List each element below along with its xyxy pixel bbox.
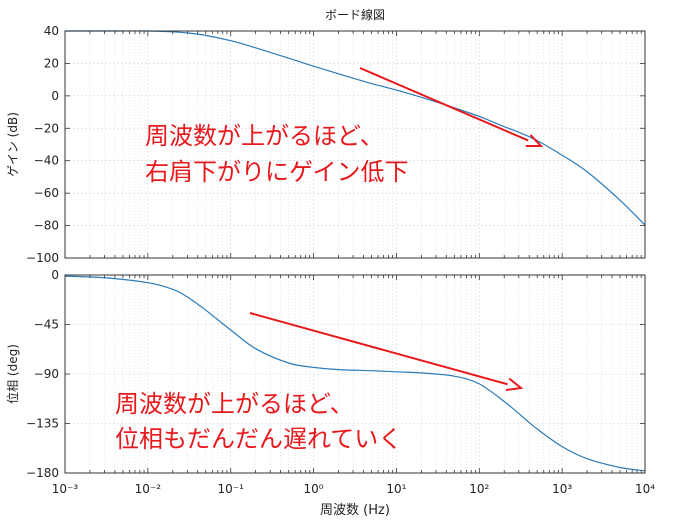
phase-y-axis-label: 位相 (deg) (5, 344, 20, 404)
gain-ticks: 40 20 0 −20 −40 −60 −80 −100 (26, 24, 646, 265)
phase-y-tick-label: −180 (26, 466, 59, 480)
arrow-head (505, 377, 524, 392)
gain-y-tick-label: −60 (34, 186, 59, 200)
phase-grid (65, 275, 645, 473)
gain-grid (65, 31, 645, 258)
phase-annotation-text: 周波数が上がるほど、 位相もだんだん遅れていく (115, 390, 402, 453)
phase-series-line (64, 275, 646, 472)
gain-y-tick-label: −20 (34, 121, 59, 135)
phase-annotation-line-2: 位相もだんだん遅れていく (115, 425, 402, 453)
phase-x-tick-label: 10⁻¹ (218, 482, 245, 496)
phase-ticks: 0 −45 −90 −135 −180 10⁻³ 10⁻² 10⁻¹ 10⁰ 10¹ 10² 10³ 1… (26, 268, 655, 496)
phase-x-tick-label: 10⁻² (135, 482, 162, 496)
phase-x-tick-label: 10⁴ (635, 482, 655, 496)
phase-y-tick-label: −45 (34, 318, 59, 332)
gain-annotation-arrow (359, 67, 544, 148)
phase-x-tick-label: 10¹ (386, 482, 406, 496)
gain-y-tick-label: 0 (51, 89, 59, 103)
phase-x-tick-label: 10² (469, 482, 489, 496)
gain-annotation-text: 周波数が上がるほど、 右肩下がりにゲイン低下 (145, 122, 409, 186)
gain-y-tick-label: 40 (44, 24, 59, 38)
gain-y-tick-label: −80 (34, 219, 59, 233)
gain-annotation-line-1: 周波数が上がるほど、 (145, 122, 384, 150)
x-axis-label: 周波数 (Hz) (320, 503, 390, 518)
phase-annotation-arrow (249, 312, 524, 392)
phase-x-tick-label: 10³ (552, 482, 572, 496)
gain-plot-frame (64, 30, 646, 259)
gain-panel: 40 20 0 −20 −40 −60 −80 −100 ゲイン (dB) 周波数が上がるほど… (6, 24, 646, 265)
phase-y-tick-label: −90 (34, 367, 59, 381)
gain-y-tick-label: −100 (26, 251, 59, 265)
gain-y-tick-label: −40 (34, 154, 59, 168)
gain-y-axis-label: ゲイン (dB) (6, 112, 20, 177)
phase-annotation-line-1: 周波数が上がるほど、 (115, 390, 354, 418)
arrow-shaft (359, 67, 529, 142)
phase-y-tick-label: −135 (26, 417, 59, 431)
arrow-head (525, 134, 544, 148)
phase-x-tick-label: 10⁰ (304, 482, 324, 496)
gain-annotation-line-2: 右肩下がりにゲイン低下 (145, 158, 409, 186)
phase-y-tick-label: 0 (51, 268, 59, 282)
phase-x-tick-label: 10⁻³ (52, 482, 79, 496)
figure-title: ボード線図 (325, 7, 385, 22)
gain-series-line (65, 30, 646, 226)
arrow-shaft (249, 312, 508, 386)
phase-panel: 0 −45 −90 −135 −180 10⁻³ 10⁻² 10⁻¹ 10⁰ 10¹ 10² 10³ 1… (5, 268, 655, 518)
gain-y-tick-label: 20 (44, 56, 59, 70)
